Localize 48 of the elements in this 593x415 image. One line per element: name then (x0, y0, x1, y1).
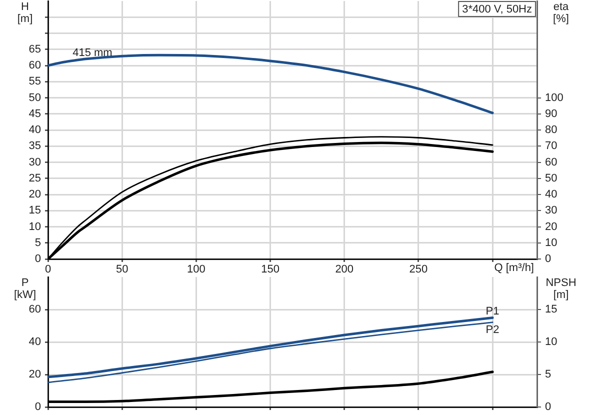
y-tick-label: 45 (28, 108, 41, 120)
y-axis-title: H [m] (17, 1, 33, 26)
y-tick-label: 40 (28, 124, 41, 136)
y2-tick-label: 30 (545, 204, 558, 217)
y-tick-label: 15 (28, 204, 41, 217)
x-tick-label: 200 (335, 264, 354, 276)
y-tick-label: 35 (28, 140, 41, 152)
y2-tick-label: 70 (545, 140, 558, 152)
x-tick-label: 150 (261, 264, 280, 276)
y-tick-label: 0 (34, 401, 41, 414)
y2-tick-label: 20 (545, 220, 558, 233)
y2-tick-label: 60 (545, 156, 558, 168)
y-tick-label: 0 (34, 253, 41, 266)
y2-tick-label: 80 (545, 124, 558, 136)
x-axis-title: Q [m³/h] (494, 262, 534, 274)
y-tick-label: 60 (28, 304, 41, 316)
y-axis-title: P [kW] (14, 277, 36, 302)
y2-tick-label: 0 (545, 253, 552, 266)
y2-tick-label: 40 (545, 188, 558, 201)
y-tick-label: 30 (28, 156, 41, 168)
y-tick-label: 50 (28, 92, 41, 104)
y-tick-label: 55 (28, 76, 41, 88)
y2-tick-label: 15 (545, 304, 558, 316)
y2-tick-label: 100 (545, 92, 564, 104)
y2-tick-label: 10 (545, 236, 558, 249)
y-tick-label: 25 (28, 172, 41, 184)
y-tick-label: 20 (28, 188, 41, 201)
series-label: P1 (486, 305, 500, 318)
x-tick-label: 50 (116, 264, 128, 276)
y2-tick-label: 5 (545, 368, 552, 381)
y-tick-label: 40 (28, 336, 41, 348)
series-label: P2 (486, 324, 500, 336)
chart-title: 3*400 V, 50Hz (462, 4, 532, 16)
y2-tick-label: 0 (545, 401, 552, 414)
x-tick-label: 0 (44, 264, 52, 276)
y-tick-label: 10 (28, 220, 41, 233)
y2-tick-label: 10 (545, 336, 558, 348)
x-tick-label: 250 (409, 264, 428, 276)
y-tick-label: 20 (28, 368, 41, 381)
y-tick-label: 60 (28, 60, 41, 72)
annotation: 415 mm (72, 46, 112, 59)
x-tick-label: 100 (187, 264, 206, 276)
y2-tick-label: 50 (545, 172, 558, 184)
y2-tick-label: 90 (545, 108, 558, 120)
y2-axis-title: NPSH [m] (546, 277, 576, 302)
y-tick-label: 65 (28, 43, 41, 56)
y2-axis-title: eta [%] (553, 1, 570, 26)
y-tick-label: 5 (34, 236, 41, 249)
